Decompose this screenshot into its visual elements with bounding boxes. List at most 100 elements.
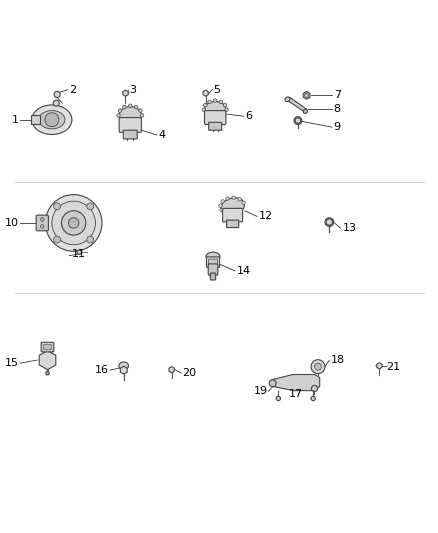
Polygon shape xyxy=(326,219,332,225)
Circle shape xyxy=(46,195,102,251)
Circle shape xyxy=(220,208,223,212)
Circle shape xyxy=(314,363,321,370)
FancyBboxPatch shape xyxy=(36,215,48,231)
Circle shape xyxy=(311,385,318,392)
FancyBboxPatch shape xyxy=(223,208,243,222)
FancyBboxPatch shape xyxy=(205,110,226,125)
Text: 15: 15 xyxy=(4,358,18,368)
FancyBboxPatch shape xyxy=(210,273,215,280)
Polygon shape xyxy=(295,118,300,124)
Circle shape xyxy=(242,201,245,205)
Circle shape xyxy=(53,100,59,106)
Ellipse shape xyxy=(32,105,72,134)
Polygon shape xyxy=(120,366,127,374)
Circle shape xyxy=(118,109,122,112)
Circle shape xyxy=(54,92,60,98)
Circle shape xyxy=(219,204,222,207)
Ellipse shape xyxy=(119,362,128,370)
Polygon shape xyxy=(31,115,40,124)
Circle shape xyxy=(53,203,60,210)
Circle shape xyxy=(61,211,86,235)
Text: 2: 2 xyxy=(69,85,76,95)
Circle shape xyxy=(325,217,334,227)
Ellipse shape xyxy=(285,97,290,102)
Circle shape xyxy=(140,114,144,117)
Circle shape xyxy=(269,379,276,387)
Circle shape xyxy=(87,203,94,210)
Circle shape xyxy=(232,196,235,199)
Circle shape xyxy=(53,236,60,243)
Circle shape xyxy=(52,201,95,245)
Text: 20: 20 xyxy=(183,368,197,378)
FancyBboxPatch shape xyxy=(206,257,219,268)
Text: 14: 14 xyxy=(237,266,251,276)
Text: 7: 7 xyxy=(334,91,341,100)
Circle shape xyxy=(68,217,79,228)
Polygon shape xyxy=(203,90,208,96)
Polygon shape xyxy=(303,92,310,99)
Circle shape xyxy=(226,197,229,200)
Circle shape xyxy=(46,372,49,375)
Text: 4: 4 xyxy=(159,130,166,140)
Text: 11: 11 xyxy=(71,249,85,260)
Ellipse shape xyxy=(221,198,244,215)
Circle shape xyxy=(294,117,302,125)
Text: 16: 16 xyxy=(95,365,109,375)
Circle shape xyxy=(204,103,207,107)
Polygon shape xyxy=(123,90,128,96)
FancyBboxPatch shape xyxy=(119,118,141,132)
FancyBboxPatch shape xyxy=(208,259,217,265)
Ellipse shape xyxy=(204,101,226,118)
Polygon shape xyxy=(272,375,320,391)
Polygon shape xyxy=(287,98,307,112)
Circle shape xyxy=(276,396,280,401)
Circle shape xyxy=(128,104,132,108)
Text: 21: 21 xyxy=(386,362,400,372)
Text: 3: 3 xyxy=(129,85,136,95)
Text: 17: 17 xyxy=(289,389,304,399)
Circle shape xyxy=(123,106,126,109)
Ellipse shape xyxy=(119,107,141,124)
Text: 10: 10 xyxy=(4,218,18,228)
Text: 19: 19 xyxy=(253,386,268,397)
Polygon shape xyxy=(169,367,174,373)
Circle shape xyxy=(225,108,228,111)
Circle shape xyxy=(77,250,81,254)
Polygon shape xyxy=(377,363,382,369)
Circle shape xyxy=(202,108,205,111)
Text: 12: 12 xyxy=(259,212,273,221)
Circle shape xyxy=(213,99,217,102)
Circle shape xyxy=(134,106,138,109)
FancyBboxPatch shape xyxy=(44,344,51,350)
Ellipse shape xyxy=(303,109,307,114)
Circle shape xyxy=(117,114,120,117)
Circle shape xyxy=(304,93,309,98)
FancyBboxPatch shape xyxy=(208,264,218,275)
Circle shape xyxy=(311,360,325,374)
Ellipse shape xyxy=(206,252,220,261)
FancyBboxPatch shape xyxy=(208,123,222,130)
Text: 13: 13 xyxy=(343,223,357,233)
Text: 9: 9 xyxy=(334,122,341,132)
Text: 5: 5 xyxy=(213,85,220,95)
Text: 8: 8 xyxy=(334,104,341,114)
Text: 18: 18 xyxy=(331,355,345,365)
Text: 1: 1 xyxy=(11,115,18,125)
Circle shape xyxy=(139,109,142,112)
Circle shape xyxy=(41,217,44,221)
Circle shape xyxy=(223,103,227,107)
FancyBboxPatch shape xyxy=(41,342,54,352)
Circle shape xyxy=(311,396,315,401)
Circle shape xyxy=(45,113,59,127)
FancyBboxPatch shape xyxy=(226,220,239,228)
Circle shape xyxy=(219,100,223,103)
Circle shape xyxy=(41,225,44,228)
Circle shape xyxy=(208,100,211,103)
Circle shape xyxy=(221,200,224,203)
Polygon shape xyxy=(39,351,56,370)
FancyBboxPatch shape xyxy=(124,130,137,139)
Text: 6: 6 xyxy=(246,111,253,121)
Ellipse shape xyxy=(39,110,65,129)
Circle shape xyxy=(238,198,241,201)
Circle shape xyxy=(87,236,94,243)
